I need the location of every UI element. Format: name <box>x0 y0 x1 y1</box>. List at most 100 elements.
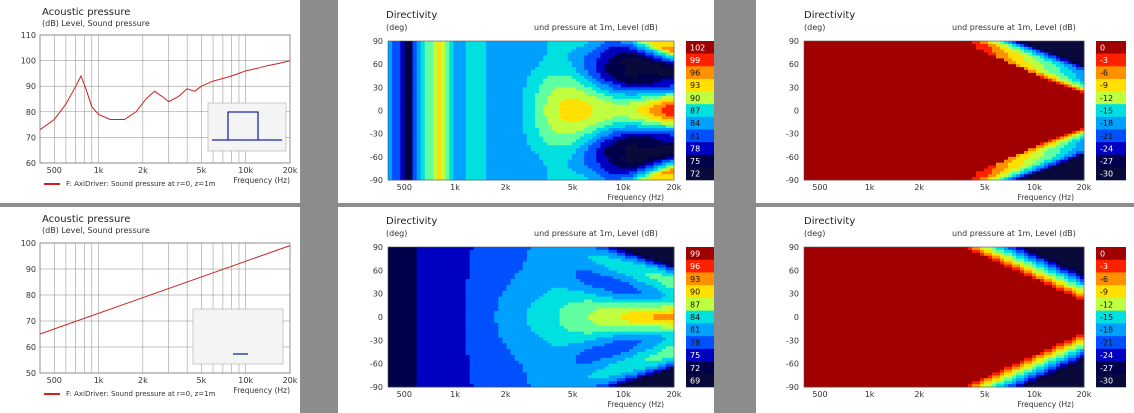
heatmap-cell <box>580 148 585 152</box>
heatmap-cell <box>596 156 601 161</box>
heatmap-cell <box>580 55 585 59</box>
heatmap-cell <box>616 171 622 175</box>
heatmap-cell <box>836 58 841 62</box>
heatmap-cell <box>596 159 601 164</box>
heatmap-cell <box>844 69 849 74</box>
heatmap-cell <box>872 116 877 120</box>
heatmap-cell <box>604 145 610 149</box>
heatmap-cell <box>481 119 487 123</box>
heatmap-cell <box>924 122 929 126</box>
heatmap-cell <box>535 96 540 100</box>
heatmap-cell <box>502 69 507 74</box>
heatmap-cell <box>580 162 585 166</box>
heatmap-cell <box>600 116 605 120</box>
heatmap-cell <box>649 96 654 100</box>
heatmap-cell <box>526 119 532 123</box>
heatmap-cell <box>571 113 577 117</box>
heatmap-cell <box>624 119 630 123</box>
heatmap-cell <box>535 64 540 68</box>
heatmap-cell <box>633 133 638 137</box>
heatmap-cell <box>416 61 422 65</box>
heatmap-cell <box>580 136 585 140</box>
heatmap-cell <box>396 122 401 126</box>
heatmap-cell <box>637 130 642 135</box>
heatmap-cell <box>844 58 849 62</box>
heatmap-cell <box>543 162 548 166</box>
heatmap-cell <box>669 130 675 135</box>
heatmap-cell <box>649 93 654 97</box>
heatmap-cell <box>563 110 569 114</box>
heatmap-cell <box>620 52 626 56</box>
heatmap-cell <box>852 98 857 103</box>
heatmap-cell <box>620 124 626 129</box>
heatmap-cell <box>633 46 638 51</box>
heatmap-cell <box>624 122 630 126</box>
heatmap-cell <box>432 41 438 45</box>
heatmap-cell <box>551 174 556 178</box>
heatmap-cell <box>600 67 605 71</box>
heatmap-cell <box>543 174 548 178</box>
heatmap-cell <box>600 72 605 77</box>
heatmap-cell <box>584 124 589 129</box>
heatmap-cell <box>432 72 438 77</box>
heatmap-cell <box>629 136 634 140</box>
heatmap-cell <box>490 151 495 155</box>
heatmap-cell <box>535 122 540 126</box>
heatmap-cell <box>469 87 475 91</box>
heatmap-cell <box>514 104 520 109</box>
heatmap-cell <box>896 87 901 91</box>
heatmap-cell <box>575 81 581 85</box>
heatmap-cell <box>633 90 638 94</box>
heatmap-cell <box>824 171 829 175</box>
heatmap-cell <box>473 148 479 152</box>
heatmap-cell <box>629 55 634 59</box>
heatmap-cell <box>432 96 438 100</box>
heatmap-cell <box>637 153 642 158</box>
heatmap-cell <box>428 116 434 120</box>
heatmap-cell <box>872 171 877 175</box>
heatmap-cell <box>864 171 869 175</box>
heatmap-cell <box>543 41 548 45</box>
heatmap-cell <box>657 69 663 74</box>
heatmap-cell <box>624 87 630 91</box>
heatmap-cell <box>812 41 817 45</box>
heatmap-cell <box>416 130 422 135</box>
heatmap-cell <box>872 87 877 91</box>
heatmap-cell <box>392 153 397 158</box>
heatmap-cell <box>437 151 442 155</box>
heatmap-cell <box>600 174 605 178</box>
heatmap-cell <box>547 107 552 111</box>
heatmap-cell <box>543 113 548 117</box>
heatmap-cell <box>804 49 809 53</box>
heatmap-cell <box>832 124 837 129</box>
heatmap-cell <box>510 142 516 146</box>
heatmap-cell <box>620 58 626 62</box>
heatmap-cell <box>473 124 479 129</box>
heatmap-cell <box>641 61 646 65</box>
heatmap-cell <box>604 81 610 85</box>
heatmap-cell <box>502 139 507 143</box>
heatmap-cell <box>880 171 885 175</box>
heatmap-cell <box>641 72 646 77</box>
heatmap-cell <box>498 90 503 94</box>
heatmap-cell <box>657 151 663 155</box>
heatmap-cell <box>596 153 601 158</box>
heatmap-cell <box>904 58 909 62</box>
heatmap-cell <box>432 148 438 152</box>
heatmap-cell <box>575 148 581 152</box>
heatmap-cell <box>559 87 565 91</box>
heatmap-cell <box>518 119 524 123</box>
heatmap-cell <box>840 46 845 51</box>
heatmap-cell <box>816 174 821 178</box>
heatmap-cell <box>637 52 642 56</box>
heatmap-cell <box>408 162 413 166</box>
heatmap-cell <box>816 104 821 109</box>
heatmap-cell <box>432 93 438 97</box>
heatmap-cell <box>657 55 663 59</box>
heatmap-cell <box>641 171 646 175</box>
heatmap-cell <box>908 127 913 132</box>
heatmap-cell <box>400 101 405 106</box>
heatmap-cell <box>884 67 889 71</box>
heatmap-cell <box>844 90 849 94</box>
heatmap-cell <box>808 168 813 172</box>
